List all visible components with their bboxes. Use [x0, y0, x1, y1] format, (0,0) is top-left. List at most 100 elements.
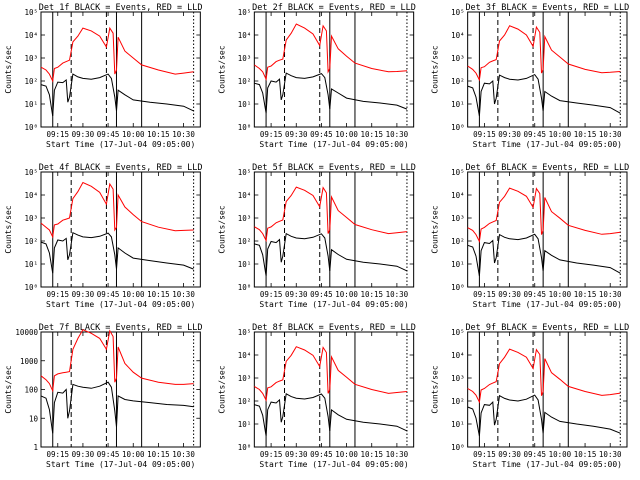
y-tick-label: 10⁴ [24, 191, 38, 200]
y-tick-label: 10⁵ [24, 8, 38, 17]
plot-frame [467, 11, 628, 128]
x-tick-label: 09:45 [310, 130, 333, 139]
plot-frame [253, 11, 415, 128]
y-tick-label: 10³ [238, 214, 252, 223]
series-events-line [467, 233, 621, 277]
y-tick-label: 10⁴ [238, 351, 252, 360]
chart-panel-5: Det_5f BLACK = Events, RED = LLD 10⁰ 10¹ 10… [217, 163, 416, 309]
x-tick-label: 10:30 [386, 290, 409, 299]
series-events-line [254, 393, 408, 437]
y-tick-label: 10⁰ [451, 443, 465, 452]
plot-frame [40, 11, 201, 128]
y-tick-label: 10¹ [238, 420, 252, 429]
x-tick-label: 10:30 [386, 130, 409, 139]
y-tick-label: 10⁰ [238, 123, 252, 132]
series-lld-line [467, 348, 621, 404]
y-tick-label: 10³ [238, 374, 252, 383]
chart-panel-8: Det_8f BLACK = Events, RED = LLD 10⁰ 10¹ 10… [217, 323, 416, 469]
y-tick-label: 10⁵ [451, 328, 465, 337]
x-tick-label: 09:30 [72, 450, 95, 459]
y-tick-label: 10⁵ [451, 8, 465, 17]
x-tick-label: 09:30 [285, 450, 308, 459]
y-tick-label: 10⁵ [238, 328, 252, 337]
x-tick-label: 10:00 [122, 290, 145, 299]
plot-frame [40, 171, 201, 288]
y-tick-label: 10² [451, 77, 465, 86]
series-events-line [467, 73, 621, 117]
y-tick-label: 10⁴ [451, 31, 465, 40]
y-axis-label: Counts/sec [217, 365, 226, 413]
x-tick-label: 09:45 [523, 450, 546, 459]
x-axis-label: Start Time (17-Jul-04 09:05:00) [473, 300, 622, 309]
x-tick-label: 10:15 [360, 290, 383, 299]
x-tick-label: 09:15 [260, 290, 283, 299]
chart-title: Det_3f BLACK = Events, RED = LLD [465, 3, 629, 13]
series-events-line [40, 231, 194, 274]
y-tick-label: 10² [451, 237, 465, 246]
series-lld-line [467, 187, 621, 244]
x-tick-label: 10:30 [599, 450, 622, 459]
x-tick-label: 09:45 [97, 290, 120, 299]
x-tick-label: 09:15 [473, 130, 496, 139]
y-axis-label: Counts/sec [217, 205, 226, 253]
x-tick-label: 09:15 [46, 450, 69, 459]
x-tick-label: 10:15 [574, 450, 597, 459]
x-tick-label: 10:00 [335, 450, 358, 459]
x-tick-label: 10:15 [360, 130, 383, 139]
x-tick-label: 10:15 [574, 130, 597, 139]
x-tick-label: 10:15 [147, 130, 170, 139]
y-tick-label: 1000 [20, 357, 39, 366]
y-tick-label: 100 [24, 386, 38, 395]
x-tick-label: 10:00 [549, 130, 572, 139]
series-events-line [40, 381, 194, 434]
y-tick-label: 10¹ [451, 420, 465, 429]
x-tick-label: 10:15 [360, 450, 383, 459]
x-tick-label: 10:00 [122, 130, 145, 139]
y-tick-label: 10³ [451, 214, 465, 223]
x-axis-label: Start Time (17-Jul-04 09:05:00) [259, 140, 408, 149]
series-lld-line [40, 26, 194, 83]
x-tick-label: 10:00 [335, 290, 358, 299]
x-axis-label: Start Time (17-Jul-04 09:05:00) [46, 460, 195, 469]
x-tick-label: 09:30 [498, 450, 521, 459]
x-tick-label: 09:15 [260, 130, 283, 139]
plot-frame [467, 171, 628, 288]
y-axis-label: Counts/sec [431, 45, 440, 93]
x-tick-label: 09:45 [523, 290, 546, 299]
y-axis-label: Counts/sec [4, 45, 13, 93]
y-axis-label: Counts/sec [4, 205, 13, 253]
y-tick-label: 10⁴ [238, 31, 252, 40]
x-tick-label: 09:45 [97, 450, 120, 459]
x-tick-label: 09:15 [260, 450, 283, 459]
x-tick-label: 09:45 [310, 290, 333, 299]
x-tick-label: 09:15 [46, 290, 69, 299]
y-tick-label: 10¹ [451, 100, 465, 109]
chart-title: Det_6f BLACK = Events, RED = LLD [465, 163, 629, 173]
y-tick-label: 10³ [24, 54, 38, 63]
x-tick-label: 09:15 [473, 450, 496, 459]
x-axis-label: Start Time (17-Jul-04 09:05:00) [473, 460, 622, 469]
x-tick-label: 10:00 [122, 450, 145, 459]
series-events-line [254, 232, 408, 277]
plot-frame [40, 331, 201, 448]
plot-frame [253, 171, 415, 288]
x-tick-label: 09:45 [310, 450, 333, 459]
x-tick-label: 10:30 [599, 130, 622, 139]
x-tick-label: 09:45 [97, 130, 120, 139]
x-tick-label: 10:00 [549, 450, 572, 459]
x-tick-label: 09:15 [46, 130, 69, 139]
chart-panel-6: Det_6f BLACK = Events, RED = LLD 10⁰ 10¹ 10… [431, 163, 630, 309]
chart-title: Det_2f BLACK = Events, RED = LLD [252, 3, 416, 13]
chart-title: Det_5f BLACK = Events, RED = LLD [252, 163, 416, 173]
y-tick-label: 10¹ [238, 260, 252, 269]
x-tick-label: 10:15 [574, 290, 597, 299]
x-tick-label: 10:00 [549, 290, 572, 299]
series-lld-line [40, 329, 194, 393]
x-axis-label: Start Time (17-Jul-04 09:05:00) [46, 300, 195, 309]
y-tick-label: 10⁰ [238, 283, 252, 292]
y-tick-label: 10⁰ [238, 443, 252, 452]
y-tick-label: 10⁴ [451, 351, 465, 360]
y-tick-label: 10⁵ [238, 168, 252, 177]
x-tick-label: 09:30 [72, 130, 95, 139]
